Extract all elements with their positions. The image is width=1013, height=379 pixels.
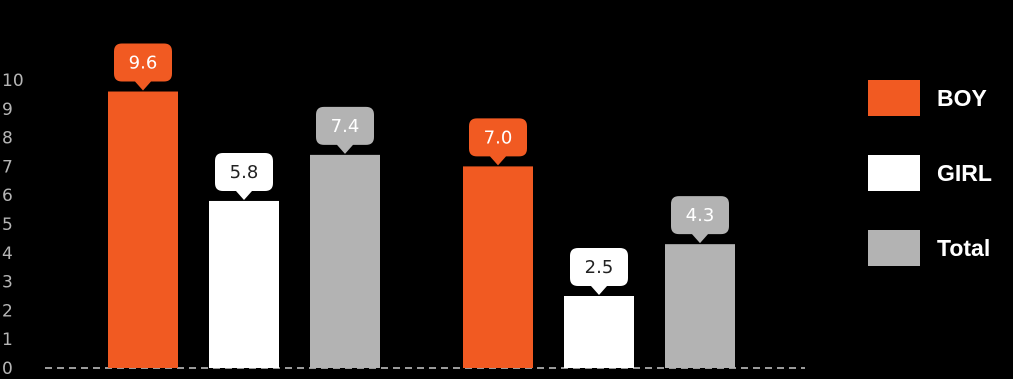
data-label: 5.8 bbox=[230, 162, 259, 183]
data-label: 4.3 bbox=[686, 205, 715, 226]
y-tick-label: 6 bbox=[2, 186, 13, 206]
legend-swatch-boy bbox=[868, 80, 920, 116]
y-tick-label: 4 bbox=[2, 244, 13, 264]
y-tick-label: 7 bbox=[2, 157, 13, 177]
y-tick-label: 10 bbox=[2, 71, 24, 91]
y-tick-label: 2 bbox=[2, 301, 13, 321]
bar-girl bbox=[209, 200, 279, 368]
data-label: 9.6 bbox=[129, 53, 158, 74]
legend-label-girl: GIRL bbox=[937, 159, 992, 186]
bar-boy bbox=[108, 91, 178, 369]
bar-chart: 0 1 2 3 4 5 6 7 8 9 10 9.6 7.0 5.8 2.5 7.4 4.3 bbox=[2, 43, 805, 379]
data-label-callout bbox=[316, 106, 374, 154]
data-label: 7.4 bbox=[331, 116, 360, 137]
y-tick-label: 9 bbox=[2, 100, 13, 120]
legend: BOY GIRL Total bbox=[868, 80, 992, 305]
y-tick-label: 5 bbox=[2, 215, 13, 235]
legend-item-boy: BOY bbox=[868, 80, 992, 116]
data-label-callout bbox=[671, 196, 729, 244]
y-tick-label: 0 bbox=[2, 359, 13, 379]
y-axis-ticks: 0 1 2 3 4 5 6 7 8 9 10 bbox=[2, 71, 24, 379]
legend-item-total: Total bbox=[868, 230, 992, 266]
bars: 9.6 7.0 5.8 2.5 7.4 4.3 bbox=[108, 43, 735, 369]
legend-item-girl: GIRL bbox=[868, 155, 992, 191]
data-label-callout bbox=[215, 152, 273, 200]
data-label: 2.5 bbox=[585, 257, 614, 278]
y-tick-label: 1 bbox=[2, 330, 13, 350]
y-tick-label: 3 bbox=[2, 273, 13, 293]
bar-total bbox=[310, 154, 380, 368]
data-label: 7.0 bbox=[484, 127, 513, 148]
data-label-callout bbox=[469, 118, 527, 166]
data-label-callout bbox=[570, 248, 628, 295]
data-label-callout bbox=[114, 43, 172, 91]
bar-total bbox=[665, 244, 735, 368]
legend-label-boy: BOY bbox=[937, 84, 987, 111]
legend-swatch-total bbox=[868, 230, 920, 266]
bar-girl bbox=[564, 296, 634, 368]
y-tick-label: 8 bbox=[2, 129, 13, 149]
legend-label-total: Total bbox=[937, 234, 991, 261]
legend-swatch-girl bbox=[868, 155, 920, 191]
bar-boy bbox=[463, 166, 533, 368]
